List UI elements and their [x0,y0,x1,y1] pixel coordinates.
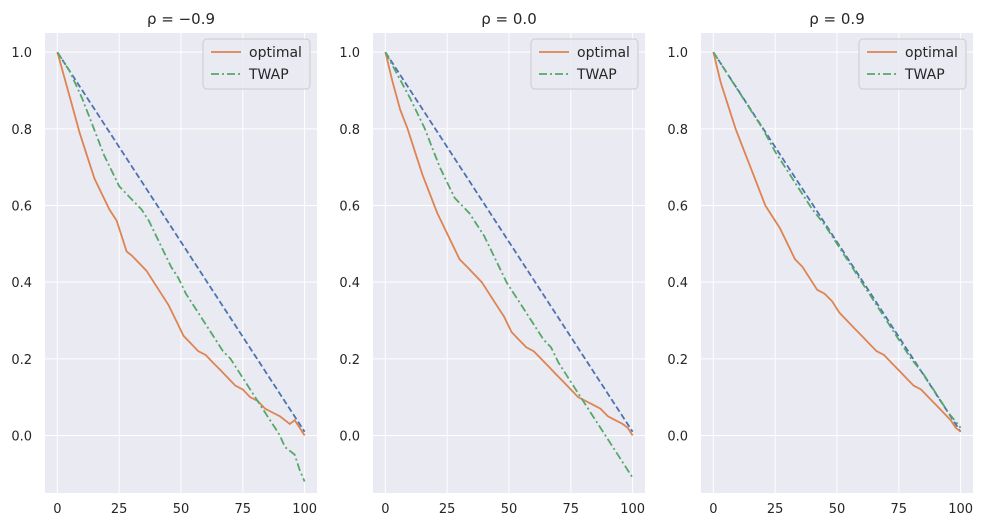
x-tick-label: 50 [173,502,190,517]
chart-title: ρ = −0.9 [147,10,215,28]
y-tick-label: 0.4 [667,276,688,291]
legend-label: TWAP [904,67,945,83]
x-tick-label: 0 [53,502,61,517]
series-line-optimal [56,51,306,436]
series-line-twap [712,51,962,429]
series-line-optimal [384,51,634,436]
chart-title: ρ = 0.0 [481,10,536,28]
y-tick-label: 1.0 [667,46,688,61]
legend-label: TWAP [576,67,617,83]
y-tick-label: 0.2 [11,353,32,368]
series-line-baseline [384,51,634,433]
series-line-twap [56,51,306,482]
y-tick-label: 0.6 [339,200,360,215]
series-line-twap [384,51,634,479]
subplot-1: 0 25 50 75 100 0.0 0.2 0.4 0.6 0.8 1.0 ρ = −0.9 opti… [11,10,317,517]
y-tick-label: 0.2 [339,353,360,368]
legend: optimal TWAP [530,38,639,90]
x-tick-label: 100 [948,502,973,517]
x-tick-label: 25 [439,502,456,517]
legend-label: optimal [577,45,630,61]
x-tick-label: 75 [563,502,580,517]
chart-title: ρ = 0.9 [809,10,864,28]
x-tick-label: 50 [501,502,518,517]
series-line-optimal [712,51,962,433]
legend-label: optimal [249,45,302,61]
legend-label: optimal [905,45,958,61]
y-tick-label: 0.6 [667,200,688,215]
legend-label: TWAP [248,67,289,83]
y-tick-label: 0.8 [11,123,32,138]
y-tick-label: 0.6 [11,200,32,215]
y-tick-label: 1.0 [11,46,32,61]
y-tick-label: 0.4 [11,276,32,291]
y-tick-label: 0.8 [667,123,688,138]
y-tick-label: 0.8 [339,123,360,138]
x-tick-label: 75 [891,502,908,517]
x-tick-label: 100 [292,502,317,517]
x-tick-label: 25 [111,502,128,517]
y-tick-label: 0.0 [667,430,688,445]
series-line-baseline [56,51,306,433]
y-tick-label: 0.0 [11,430,32,445]
subplot-3: 0 25 50 75 100 0.0 0.2 0.4 0.6 0.8 1.0 ρ = 0.9 optim… [667,10,973,517]
y-tick-label: 0.4 [339,276,360,291]
x-tick-label: 0 [381,502,389,517]
x-tick-label: 75 [235,502,252,517]
y-tick-label: 0.2 [667,353,688,368]
legend: optimal TWAP [202,38,311,90]
y-tick-label: 1.0 [339,46,360,61]
legend: optimal TWAP [858,38,967,90]
x-tick-label: 0 [709,502,717,517]
y-tick-label: 0.0 [339,430,360,445]
x-tick-label: 100 [620,502,645,517]
x-tick-label: 25 [767,502,784,517]
x-tick-label: 50 [829,502,846,517]
subplot-2: 0 25 50 75 100 0.0 0.2 0.4 0.6 0.8 1.0 ρ = 0.0 optim… [339,10,645,517]
